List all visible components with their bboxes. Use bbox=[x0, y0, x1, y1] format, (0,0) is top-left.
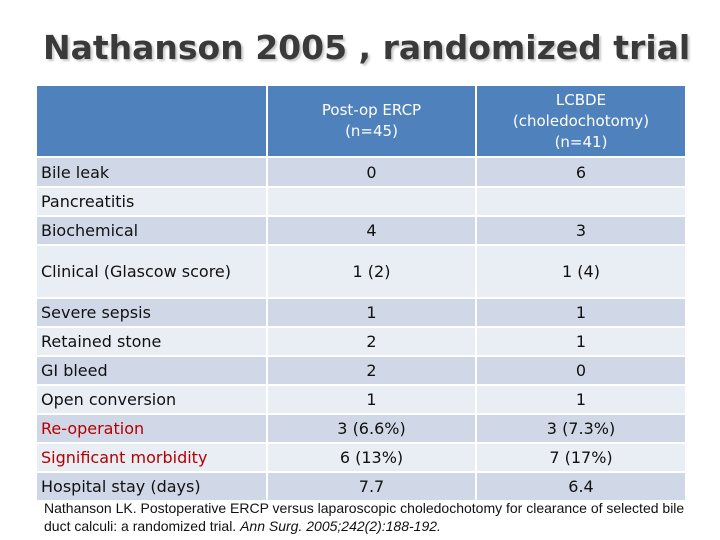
cell-lcbde: 1 bbox=[475, 385, 685, 415]
header-cell-label bbox=[37, 86, 267, 158]
cell-ercp: 2 bbox=[266, 356, 476, 386]
header-cell-lcbde: LCBDE (choledochotomy) (n=41) bbox=[475, 86, 685, 158]
cell-lcbde: 3 (7.3%) bbox=[475, 414, 685, 444]
row-label: Biochemical bbox=[37, 216, 267, 246]
cell-lcbde: 0 bbox=[475, 356, 685, 386]
cell-ercp: 1 bbox=[266, 385, 476, 415]
table-row: Bile leak 0 6 bbox=[37, 157, 685, 188]
cell-ercp: 2 bbox=[266, 327, 476, 357]
cell-ercp: 6 (13%) bbox=[266, 443, 476, 473]
table-row: Significant morbidity 6 (13%) 7 (17%) bbox=[37, 443, 685, 473]
row-label: Open conversion bbox=[37, 385, 267, 415]
cell-ercp: 1 (2) bbox=[266, 245, 476, 299]
row-label: GI bleed bbox=[37, 356, 267, 386]
cell-lcbde: 6.4 bbox=[475, 472, 685, 502]
row-label: Significant morbidity bbox=[37, 443, 267, 473]
cell-ercp: 7.7 bbox=[266, 472, 476, 502]
table-row: Open conversion 1 1 bbox=[37, 385, 685, 415]
header-cell-ercp: Post-op ERCP (n=45) bbox=[266, 86, 476, 158]
cell-ercp: 3 (6.6%) bbox=[266, 414, 476, 444]
cell-ercp bbox=[266, 187, 476, 217]
cell-ercp: 4 bbox=[266, 216, 476, 246]
cell-lcbde: 6 bbox=[475, 157, 685, 188]
row-label: Retained stone bbox=[37, 327, 267, 357]
table-row: Re-operation 3 (6.6%) 3 (7.3%) bbox=[37, 414, 685, 444]
cell-ercp: 0 bbox=[266, 157, 476, 188]
row-label: Bile leak bbox=[37, 157, 267, 188]
table-row: Biochemical 4 3 bbox=[37, 216, 685, 246]
table-row: Retained stone 2 1 bbox=[37, 327, 685, 357]
table-row: Pancreatitis bbox=[37, 187, 685, 217]
citation-text: Nathanson LK. Postoperative ERCP versus … bbox=[44, 500, 685, 534]
row-label: Severe sepsis bbox=[37, 298, 267, 328]
table-header-row: Post-op ERCP (n=45) LCBDE (choledochotom… bbox=[37, 86, 685, 158]
cell-lcbde bbox=[475, 187, 685, 217]
cell-lcbde: 3 bbox=[475, 216, 685, 246]
table-row: Severe sepsis 1 1 bbox=[37, 298, 685, 328]
table-row: Hospital stay (days) 7.7 6.4 bbox=[37, 472, 685, 502]
cell-lcbde: 1 bbox=[475, 298, 685, 328]
trial-results-table: Post-op ERCP (n=45) LCBDE (choledochotom… bbox=[37, 86, 685, 502]
citation-journal: Ann Surg. 2005;242(2):188-192. bbox=[240, 518, 441, 534]
cell-lcbde: 1 bbox=[475, 327, 685, 357]
cell-lcbde: 1 (4) bbox=[475, 245, 685, 299]
cell-lcbde: 7 (17%) bbox=[475, 443, 685, 473]
citation: Nathanson LK. Postoperative ERCP versus … bbox=[44, 499, 694, 535]
table-row: GI bleed 2 0 bbox=[37, 356, 685, 386]
table-row: Clinical (Glascow score) 1 (2) 1 (4) bbox=[37, 245, 685, 299]
row-label: Pancreatitis bbox=[37, 187, 267, 217]
row-label: Hospital stay (days) bbox=[37, 472, 267, 502]
row-label: Clinical (Glascow score) bbox=[37, 245, 267, 299]
cell-ercp: 1 bbox=[266, 298, 476, 328]
slide-title: Nathanson 2005 , randomized trial bbox=[43, 28, 691, 67]
row-label: Re-operation bbox=[37, 414, 267, 444]
